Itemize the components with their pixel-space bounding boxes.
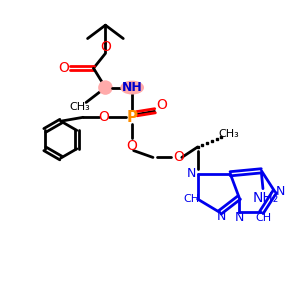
Text: O: O	[157, 98, 167, 112]
Text: O: O	[98, 110, 110, 124]
Ellipse shape	[121, 81, 143, 94]
Text: O: O	[100, 40, 111, 55]
Text: O: O	[127, 140, 138, 153]
Text: N: N	[235, 211, 244, 224]
Text: N: N	[217, 210, 226, 224]
Text: NH: NH	[122, 81, 142, 94]
Text: O: O	[58, 61, 69, 75]
Text: CH₃: CH₃	[70, 102, 91, 112]
Text: N: N	[276, 185, 286, 198]
Text: O: O	[173, 150, 184, 164]
Text: CH: CH	[183, 194, 199, 204]
Text: P: P	[127, 110, 138, 125]
Text: CH: CH	[255, 213, 271, 224]
Text: N: N	[187, 167, 196, 180]
Circle shape	[99, 81, 112, 94]
Text: CH₃: CH₃	[218, 129, 239, 139]
Text: NH₂: NH₂	[253, 191, 279, 206]
